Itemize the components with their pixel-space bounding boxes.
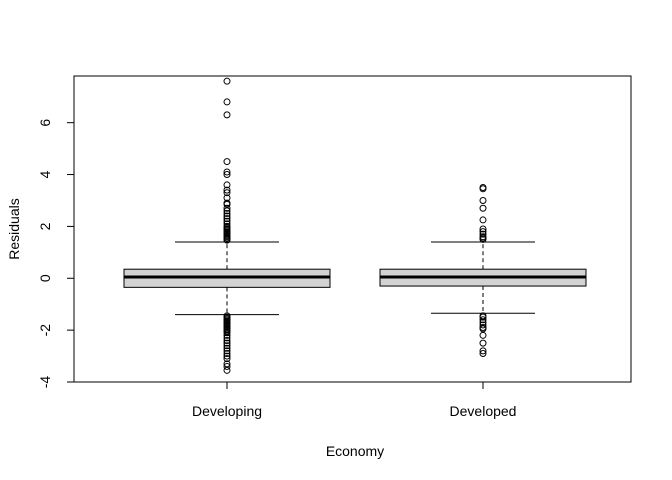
- y-tick-label: 4: [37, 170, 53, 178]
- outlier-point: [479, 331, 487, 339]
- outlier-point: [223, 204, 231, 212]
- outlier-point: [223, 339, 231, 347]
- outlier-point: [479, 347, 487, 355]
- y-tick-label: 0: [37, 274, 53, 282]
- outlier-point: [223, 209, 231, 217]
- outlier-point: [223, 331, 231, 339]
- outlier-point: [223, 337, 231, 345]
- x-tick-label-developing: Developing: [192, 403, 262, 419]
- outlier-point: [223, 215, 231, 223]
- outlier-point: [479, 235, 487, 243]
- outlier-point: [479, 196, 487, 204]
- box-developed: [379, 184, 587, 357]
- outlier-point: [223, 355, 231, 363]
- outlier-point: [223, 236, 231, 244]
- outlier-point: [223, 168, 231, 176]
- outlier-point: [223, 347, 231, 355]
- outlier-point: [479, 316, 487, 324]
- outlier-point: [223, 349, 231, 357]
- box-developing: [123, 77, 331, 374]
- x-tick-label-developed: Developed: [450, 403, 517, 419]
- outlier-point: [479, 225, 487, 233]
- boxes-layer: [123, 77, 587, 374]
- outlier-point: [223, 334, 231, 342]
- y-tick-label: 2: [37, 222, 53, 230]
- outlier-point: [223, 352, 231, 360]
- y-tick-label: -4: [37, 376, 53, 389]
- outlier-point: [223, 329, 231, 337]
- outlier-point: [223, 207, 231, 215]
- y-axis-title: Residuals: [6, 198, 22, 259]
- x-axis-title: Economy: [326, 443, 384, 459]
- outlier-point: [223, 111, 231, 119]
- outlier-point: [479, 313, 487, 321]
- outlier-point: [479, 204, 487, 212]
- outlier-point: [223, 366, 231, 374]
- x-axis: Developing Developed: [192, 382, 517, 419]
- outlier-point: [223, 342, 231, 350]
- outlier-point: [223, 362, 231, 370]
- outlier-point: [479, 230, 487, 238]
- outlier-point: [223, 77, 231, 85]
- outlier-point: [479, 349, 487, 357]
- outlier-point: [479, 339, 487, 347]
- outlier-point: [223, 344, 231, 352]
- y-tick-label: -2: [37, 324, 53, 337]
- outlier-point: [223, 98, 231, 106]
- y-axis: -4 -2 0 2 4 6: [37, 119, 75, 389]
- outlier-point: [223, 158, 231, 166]
- outlier-point: [479, 185, 487, 193]
- outlier-point: [223, 171, 231, 179]
- outlier-point: [223, 212, 231, 220]
- outlier-point: [223, 189, 231, 197]
- outlier-point: [479, 321, 487, 329]
- outlier-point: [223, 181, 231, 189]
- y-tick-label: 6: [37, 119, 53, 127]
- outlier-point: [223, 186, 231, 194]
- plot-area-border: [73, 75, 632, 383]
- outlier-point: [479, 216, 487, 224]
